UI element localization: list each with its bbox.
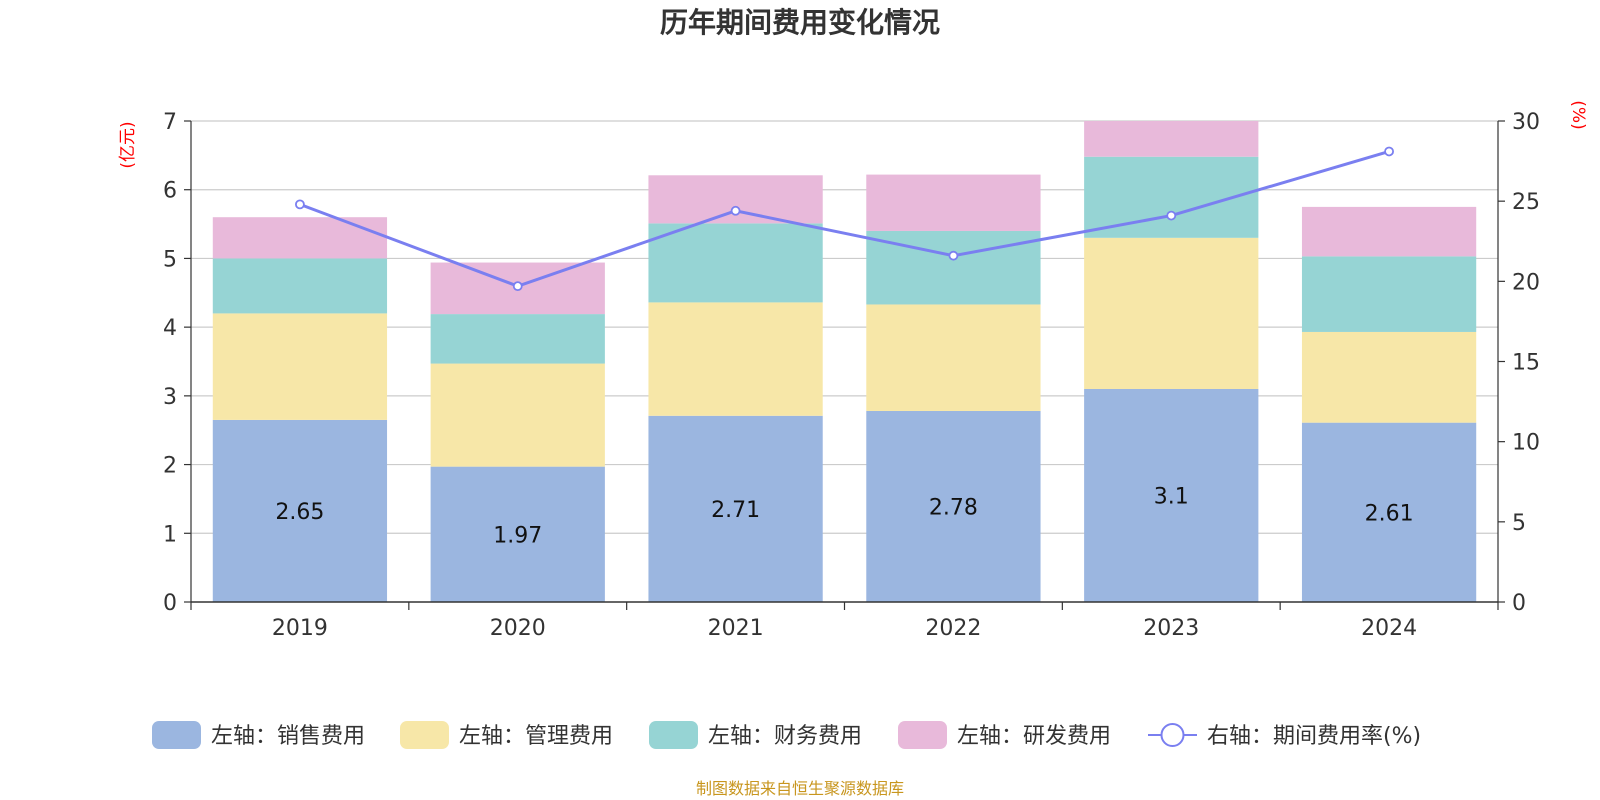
legend-swatch: [898, 721, 947, 749]
chart-title: 历年期间费用变化情况: [660, 6, 940, 39]
grid: [191, 120, 1498, 534]
legend-swatch: [649, 721, 698, 749]
bar-value-label: 2.61: [1365, 501, 1414, 526]
bar-segment[interactable]: [648, 415, 823, 602]
legend-label: 左轴：财务费用: [708, 724, 862, 749]
bar-segment[interactable]: [866, 304, 1041, 411]
right-tick-label: 15: [1512, 351, 1540, 376]
legend-label: 左轴：管理费用: [459, 724, 613, 749]
bar-segment[interactable]: [648, 175, 823, 224]
rate-point[interactable]: [948, 250, 959, 261]
left-tick-label: 2: [163, 454, 177, 479]
right-tick-label: 0: [1512, 591, 1526, 616]
bars: [212, 121, 1477, 602]
x-tick-label: 2022: [925, 616, 981, 641]
legend-item[interactable]: 左轴：财务费用: [649, 721, 862, 749]
legend-item[interactable]: 左轴：销售费用: [152, 721, 365, 749]
legend-label: 左轴：研发费用: [957, 724, 1111, 749]
right-tick-label: 20: [1512, 270, 1540, 295]
bar-segment[interactable]: [648, 302, 823, 416]
bar-segment[interactable]: [1301, 422, 1477, 602]
legend-item[interactable]: 左轴：管理费用: [400, 721, 613, 749]
legend-swatch: [400, 721, 449, 749]
legend-item[interactable]: 右轴：期间费用率(%): [1148, 723, 1421, 749]
bar-labels: 2.65 1.97 2.71 2.78 3.1 2.61: [275, 484, 1413, 548]
x-tick-label: 2023: [1143, 616, 1199, 641]
legend[interactable]: 左轴：销售费用 左轴：管理费用 左轴：财务费用 左轴：研发费用 右轴：期间费用率(%): [152, 721, 1421, 749]
legend-label: 左轴：销售费用: [211, 724, 365, 749]
right-tick-label: 5: [1512, 511, 1526, 536]
bar-segment[interactable]: [212, 313, 388, 420]
bar-segment[interactable]: [1084, 237, 1259, 389]
axes: 0 1 2 3 4 5 6 7 0 5 10 15 20 25 30 2019 2020 2021 2022 2023…: [163, 110, 1540, 641]
bar-value-label: 2.78: [929, 495, 978, 520]
rate-point[interactable]: [1384, 146, 1394, 157]
right-tick-label: 25: [1512, 190, 1540, 215]
bar-segment[interactable]: [1301, 331, 1477, 423]
rate-line: [295, 146, 1394, 292]
source-note: 制图数据来自恒生聚源数据库: [696, 779, 904, 798]
legend-marker: [1160, 723, 1185, 747]
bar-segment[interactable]: [430, 466, 605, 602]
rate-point[interactable]: [512, 281, 523, 292]
bar-value-label: 3.1: [1154, 484, 1189, 509]
bar-segment[interactable]: [430, 314, 605, 364]
rate-point[interactable]: [1166, 210, 1177, 221]
bar-segment[interactable]: [866, 174, 1041, 231]
left-tick-label: 1: [163, 522, 177, 547]
legend-label: 右轴：期间费用率(%): [1207, 724, 1421, 749]
left-tick-label: 5: [163, 247, 177, 272]
bar-segment[interactable]: [212, 258, 388, 314]
left-tick-label: 3: [163, 385, 177, 410]
bar-segment[interactable]: [212, 217, 388, 259]
left-tick-label: 4: [163, 316, 177, 341]
legend-item[interactable]: 左轴：研发费用: [898, 721, 1111, 749]
x-tick-label: 2024: [1361, 616, 1417, 641]
right-tick-label: 30: [1512, 110, 1540, 135]
legend-swatch: [152, 721, 201, 749]
bar-segment[interactable]: [212, 419, 388, 602]
right-tick-label: 10: [1512, 431, 1540, 456]
bar-value-label: 2.71: [711, 498, 760, 523]
right-axis-unit: (%): [1568, 100, 1588, 129]
rate-point[interactable]: [730, 205, 741, 216]
x-tick-label: 2019: [272, 616, 328, 641]
bar-segment[interactable]: [430, 363, 605, 467]
x-tick-label: 2020: [490, 616, 546, 641]
rate-polyline: [299, 150, 1390, 288]
x-tick-label: 2021: [708, 616, 764, 641]
left-axis-unit: (亿元): [118, 121, 138, 168]
left-tick-label: 6: [163, 179, 177, 204]
bar-segment[interactable]: [1084, 121, 1259, 157]
bar-segment[interactable]: [1084, 388, 1259, 602]
bar-value-label: 2.65: [275, 500, 324, 525]
left-tick-label: 0: [163, 591, 177, 616]
bar-segment[interactable]: [648, 223, 823, 303]
bar-segment[interactable]: [866, 410, 1041, 602]
left-tick-label: 7: [163, 110, 177, 135]
bar-segment[interactable]: [1301, 256, 1477, 332]
bar-segment[interactable]: [1301, 206, 1477, 257]
rate-point[interactable]: [295, 199, 305, 210]
bar-value-label: 1.97: [493, 523, 542, 548]
